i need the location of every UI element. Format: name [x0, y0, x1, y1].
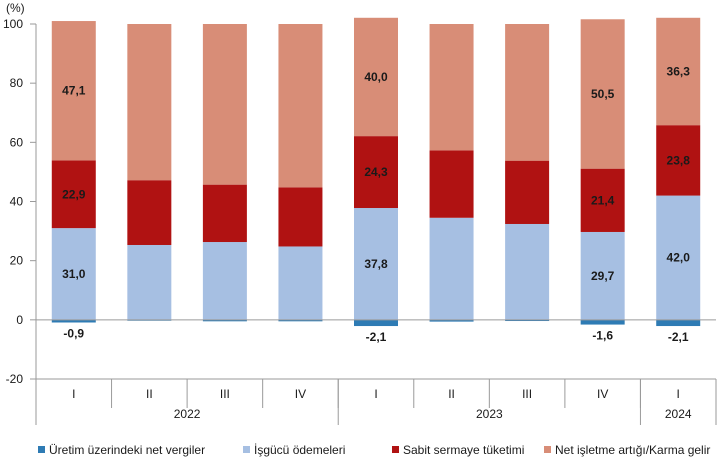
- bar-segment-4: [127, 24, 172, 181]
- bar-segment-1: [429, 319, 474, 322]
- bar-segment-2: [278, 246, 323, 320]
- bar-segment-3: [580, 168, 625, 232]
- bar-segment-4: [656, 17, 701, 126]
- bar-segment-4: [429, 24, 474, 151]
- bar-segment-3: [429, 150, 474, 218]
- bar-segment-1: [51, 319, 96, 323]
- data-label: 37,8: [364, 257, 388, 271]
- y-tick-label: 60: [10, 135, 24, 149]
- legend-swatch: [544, 446, 551, 453]
- data-label: 31,0: [62, 267, 86, 281]
- bar-segment-1: [278, 319, 323, 322]
- data-labels: -0,9 31,0 22,9 47,1 -2,1 37,8 24,3 40,0 -1,6 29,7…: [62, 64, 690, 344]
- legend-swatch: [243, 446, 250, 453]
- legend-label: Sabit sermaye tüketimi: [403, 443, 524, 457]
- legend-swatch: [38, 446, 45, 453]
- bar-segment-2: [127, 244, 172, 320]
- x-category-label: I: [677, 387, 680, 401]
- bar-segment-3: [127, 180, 172, 245]
- data-label: -0,9: [63, 326, 84, 340]
- data-label: -2,1: [668, 330, 689, 344]
- y-tick-label: -20: [6, 372, 24, 386]
- data-label: 21,4: [591, 193, 615, 207]
- data-label: -2,1: [366, 330, 387, 344]
- bar-segment-4: [580, 19, 625, 169]
- bar-segment-4: [505, 24, 550, 161]
- data-label: 29,7: [591, 269, 615, 283]
- x-group-label: 2022: [174, 407, 201, 421]
- bar-segment-4: [202, 24, 247, 185]
- legend-label: Üretim üzerindeki net vergiler: [49, 443, 205, 457]
- x-category-label: IV: [295, 387, 306, 401]
- x-category-label: I: [374, 387, 377, 401]
- x-category-label: II: [448, 387, 455, 401]
- bar-segment-2: [505, 223, 550, 320]
- legend-label: Net işletme artığı/Karma gelir: [555, 443, 710, 457]
- bar-segment-1: [505, 319, 550, 322]
- bar-segment-1: [354, 319, 398, 327]
- bar-segment-1: [202, 319, 247, 322]
- x-category-label: III: [522, 387, 532, 401]
- bars: [36, 17, 716, 327]
- y-axis-unit-label: (%): [6, 1, 25, 15]
- y-tick-label: 20: [10, 254, 24, 268]
- bar-segment-2: [429, 217, 474, 320]
- bar-segment-1: [656, 319, 701, 327]
- bar-segment-4: [278, 24, 323, 188]
- legend-swatch: [392, 446, 399, 453]
- bar-segment-3: [656, 125, 701, 196]
- data-label: 22,9: [62, 187, 86, 201]
- bar-segment-4: [51, 21, 96, 161]
- bar-segment-3: [202, 184, 247, 243]
- data-label: 50,5: [591, 87, 615, 101]
- data-label: 23,8: [667, 153, 691, 167]
- data-label: 24,3: [364, 165, 388, 179]
- bar-segment-3: [51, 160, 96, 229]
- y-tick-label: 100: [3, 17, 23, 31]
- bar-segment-4: [354, 17, 398, 137]
- x-category-label: I: [72, 387, 75, 401]
- legend-label: İşgücü ödemeleri: [254, 443, 345, 457]
- bar-segment-2: [354, 208, 398, 320]
- y-tick-label: 40: [10, 195, 24, 209]
- y-axis: -20 0 20 40 60 80 100: [3, 17, 37, 386]
- data-label: 42,0: [667, 251, 691, 265]
- legend: Üretim üzerindeki net vergiler İşgücü öde…: [38, 443, 710, 457]
- data-label: 40,0: [364, 70, 388, 84]
- data-label: -1,6: [592, 329, 613, 343]
- x-category-label: II: [146, 387, 153, 401]
- bar-segment-3: [278, 187, 323, 247]
- x-group-label: 2023: [476, 407, 503, 421]
- bar-segment-2: [51, 228, 96, 320]
- bar-segment-1: [580, 319, 625, 325]
- bar-segment-2: [202, 242, 247, 320]
- bar-segment-2: [580, 231, 625, 320]
- x-group-label: 2024: [665, 407, 692, 421]
- y-tick-label: 80: [10, 76, 24, 90]
- bar-segment-3: [505, 160, 550, 224]
- data-label: 47,1: [62, 84, 86, 98]
- x-category-label: III: [220, 387, 230, 401]
- bar-segment-2: [656, 195, 701, 320]
- x-category-label: IV: [597, 387, 608, 401]
- y-tick-label: 0: [16, 313, 23, 327]
- data-label: 36,3: [667, 64, 691, 78]
- bar-segment-3: [354, 136, 398, 209]
